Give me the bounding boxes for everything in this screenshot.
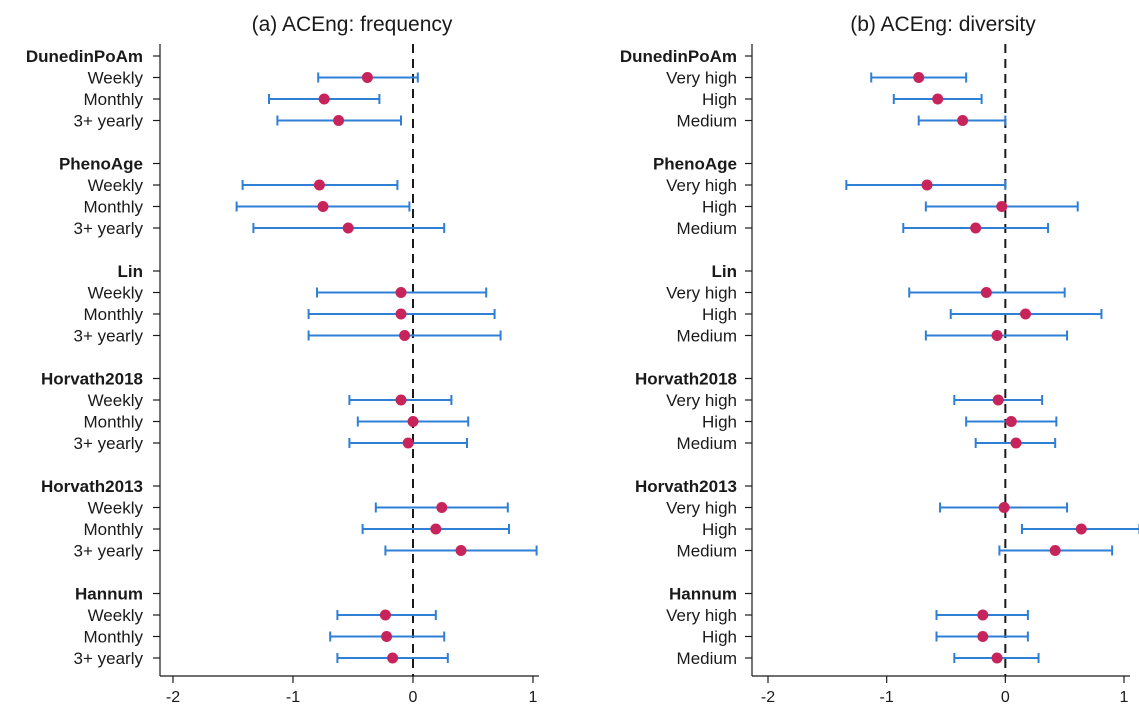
point-estimate (1049, 545, 1061, 556)
panel-title: (a) ACEng: frequency (252, 13, 453, 36)
category-label: Monthly (83, 413, 143, 432)
point-estimate (395, 394, 407, 406)
point-estimate (1020, 308, 1032, 320)
category-label: Medium (677, 327, 737, 346)
point-estimate (342, 222, 354, 234)
point-estimate (381, 631, 393, 642)
category-label: High (702, 520, 737, 539)
point-estimate (996, 201, 1008, 212)
point-estimate (1010, 437, 1022, 449)
category-label: Monthly (83, 198, 143, 217)
point-estimate (980, 287, 992, 298)
category-label: Very high (666, 499, 737, 518)
point-estimate (977, 609, 989, 621)
point-estimate (991, 330, 1003, 341)
category-label: Weekly (88, 606, 144, 625)
panel-diversity: (b) ACEng: diversity -2 -1 0 1 DunedinPoAm Ve… (620, 13, 1139, 706)
category-label: Monthly (83, 305, 143, 324)
point-estimate (395, 308, 407, 320)
category-label: Very high (666, 284, 737, 303)
point-estimate (913, 72, 925, 83)
point-estimate (402, 437, 414, 449)
x-tick-label: -2 (761, 689, 775, 706)
group-label: Horvath2013 (41, 477, 143, 496)
x-tick-label: 1 (1120, 689, 1129, 706)
category-label: Medium (677, 649, 737, 668)
point-estimate (430, 523, 442, 535)
point-estimate (436, 502, 448, 513)
group-label: Hannum (75, 585, 143, 604)
group-label: DunedinPoAm (26, 47, 143, 66)
point-estimate (361, 72, 373, 83)
category-label: 3+ yearly (74, 434, 144, 453)
point-estimate (399, 330, 411, 341)
category-label: 3+ yearly (74, 327, 144, 346)
group-label: Horvath2018 (41, 370, 143, 389)
x-tick-label: 0 (1001, 689, 1010, 706)
point-estimate (970, 222, 982, 234)
point-estimate (333, 115, 345, 126)
x-tick-label: -1 (286, 689, 300, 706)
category-label: Medium (677, 434, 737, 453)
group-label: PhenoAge (653, 155, 737, 174)
category-label: Medium (677, 542, 737, 561)
category-label: Medium (677, 219, 737, 238)
category-label: Monthly (83, 520, 143, 539)
point-estimate (318, 93, 330, 105)
point-estimate (991, 652, 1003, 664)
group-label: Horvath2018 (635, 370, 737, 389)
category-label: High (702, 305, 737, 324)
point-estimate (313, 179, 325, 191)
panel-title: (b) ACEng: diversity (850, 13, 1036, 36)
category-label: Monthly (83, 628, 143, 647)
point-estimate (1075, 523, 1087, 535)
x-tick-label: -1 (880, 689, 894, 706)
group-label: Lin (712, 262, 738, 281)
category-label: Very high (666, 176, 737, 195)
category-label: Weekly (88, 391, 144, 410)
point-estimate (921, 179, 933, 191)
point-estimate (317, 201, 329, 212)
category-label: Weekly (88, 284, 144, 303)
category-label: Very high (666, 69, 737, 88)
group-label: Horvath2013 (635, 477, 737, 496)
category-label: High (702, 628, 737, 647)
category-label: Very high (666, 606, 737, 625)
group-label: DunedinPoAm (620, 47, 737, 66)
category-label: 3+ yearly (74, 542, 144, 561)
point-estimate (407, 416, 419, 427)
point-estimate (395, 287, 407, 298)
point-estimate (992, 394, 1004, 406)
group-label: PhenoAge (59, 155, 143, 174)
x-tick-label: 0 (409, 689, 418, 706)
point-estimate (455, 545, 467, 556)
x-tick-label: 1 (529, 689, 538, 706)
panel-frequency: (a) ACEng: frequency -2 -1 0 1 DunedinPoAm We… (26, 13, 539, 706)
point-estimate (998, 502, 1010, 513)
category-label: 3+ yearly (74, 649, 144, 668)
point-estimate (387, 652, 399, 664)
point-estimate (1005, 416, 1017, 427)
group-label: Lin (118, 262, 144, 281)
group-label: Hannum (669, 585, 737, 604)
category-label: 3+ yearly (74, 219, 144, 238)
category-label: High (702, 90, 737, 109)
category-label: Weekly (88, 499, 144, 518)
point-estimate (932, 93, 944, 105)
category-label: Monthly (83, 90, 143, 109)
point-estimate (379, 609, 391, 621)
category-label: Weekly (88, 176, 144, 195)
point-estimate (957, 115, 969, 126)
category-label: High (702, 198, 737, 217)
category-label: Medium (677, 112, 737, 131)
category-label: 3+ yearly (74, 112, 144, 131)
category-label: Weekly (88, 69, 144, 88)
point-estimate (977, 631, 989, 642)
category-label: Very high (666, 391, 737, 410)
category-label: High (702, 413, 737, 432)
x-tick-label: -2 (166, 689, 180, 706)
